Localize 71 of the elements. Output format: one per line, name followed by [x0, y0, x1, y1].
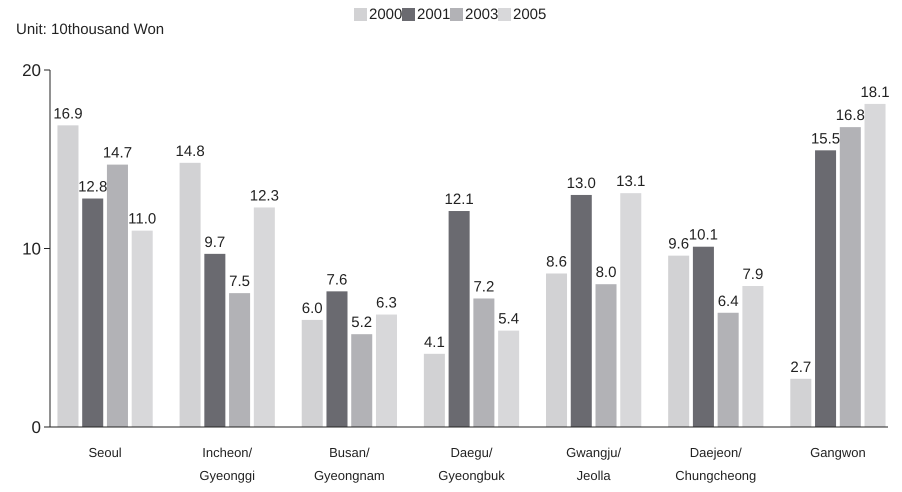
- bar: [840, 127, 861, 427]
- data-label: 12.1: [444, 191, 474, 208]
- bar: [790, 378, 812, 427]
- x-tick-label: Gangwon: [810, 445, 866, 460]
- bar: [546, 273, 568, 427]
- bar: [326, 291, 348, 427]
- bar: [254, 207, 275, 427]
- bar: [82, 198, 104, 427]
- data-label: 5.2: [351, 314, 372, 332]
- bar: [302, 320, 323, 427]
- y-tick-label: 0: [32, 418, 41, 437]
- bar: [448, 211, 470, 427]
- bar: [718, 312, 739, 427]
- bar: [229, 293, 250, 427]
- data-label: 16.8: [836, 107, 865, 124]
- data-label: 15.5: [810, 130, 840, 148]
- bar: [668, 256, 690, 427]
- legend-label: 2003: [465, 6, 498, 23]
- bar: [692, 246, 714, 427]
- data-label: 8.0: [596, 264, 616, 282]
- bar: [473, 298, 494, 427]
- data-label: 8.6: [546, 253, 567, 270]
- x-tick-label: Daegu/Gyeongbuk: [438, 445, 506, 483]
- y-tick-label: 20: [22, 60, 41, 80]
- data-label: 10.1: [688, 226, 718, 244]
- legend-label: 2005: [513, 6, 546, 23]
- data-label: 6.3: [376, 294, 397, 312]
- x-tick-label: Busan/Gyeongnam: [314, 445, 385, 483]
- x-tick-label: Seoul: [88, 445, 122, 460]
- bar: [180, 162, 201, 427]
- legend-label: 2000: [369, 6, 402, 23]
- data-label: 7.9: [742, 266, 764, 283]
- bar: [57, 125, 78, 427]
- data-label: 7.5: [229, 273, 250, 290]
- y-tick-label: 10: [22, 239, 41, 258]
- data-label: 9.6: [668, 236, 690, 253]
- data-label: 13.0: [566, 174, 596, 192]
- x-tick-label: Gwangju/Jeolla: [566, 445, 622, 483]
- bar: [815, 150, 836, 427]
- data-label: 6.0: [302, 300, 323, 317]
- bar: [351, 334, 372, 427]
- data-label: 13.1: [616, 173, 646, 190]
- data-label: 11.0: [128, 210, 156, 228]
- data-label: 14.8: [176, 142, 205, 160]
- legend-label: 2001: [417, 6, 450, 23]
- data-label: 6.4: [718, 292, 739, 310]
- data-label: 2.7: [790, 358, 812, 376]
- bar: [106, 164, 128, 427]
- data-label: 18.1: [860, 84, 890, 101]
- y-axis-title: Unit: 10thousand Won: [16, 21, 164, 38]
- data-label: 4.1: [424, 334, 445, 351]
- x-tick-label: Daejeon/Chungcheong: [675, 445, 756, 483]
- bar: [595, 284, 617, 427]
- data-label: 16.9: [53, 105, 83, 122]
- bar: [620, 193, 642, 427]
- data-label: 7.2: [473, 278, 494, 296]
- data-label: 7.6: [326, 271, 348, 288]
- data-label: 12.8: [78, 178, 108, 196]
- bar: [570, 194, 592, 427]
- bar: [376, 314, 397, 427]
- data-label: 9.7: [204, 234, 226, 251]
- bar: [498, 330, 520, 427]
- bar: [864, 104, 886, 427]
- data-label: 14.7: [102, 144, 132, 162]
- bar: [204, 254, 226, 427]
- x-tick-label: Incheon/Gyeonggi: [199, 445, 256, 483]
- bar: [742, 286, 764, 427]
- data-label: 12.3: [250, 187, 279, 204]
- bar: [424, 354, 445, 427]
- data-label: 5.4: [498, 310, 520, 328]
- bar: [132, 230, 153, 427]
